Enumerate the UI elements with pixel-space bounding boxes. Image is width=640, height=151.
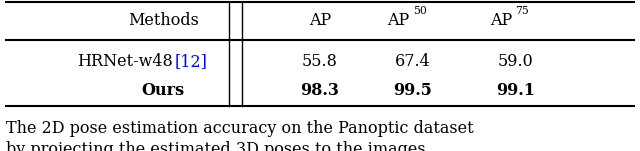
Text: AP: AP	[490, 12, 512, 29]
Text: Methods: Methods	[128, 12, 198, 29]
Text: 75: 75	[515, 6, 529, 16]
Text: 67.4: 67.4	[395, 53, 431, 70]
Text: 55.8: 55.8	[302, 53, 338, 70]
Text: AP: AP	[387, 12, 410, 29]
Text: 99.1: 99.1	[496, 82, 534, 99]
Text: [12]: [12]	[175, 53, 207, 70]
Text: 99.5: 99.5	[394, 82, 432, 99]
Text: Ours: Ours	[141, 82, 185, 99]
Text: The 2D pose estimation accuracy on the Panoptic dataset: The 2D pose estimation accuracy on the P…	[6, 120, 474, 137]
Text: AP: AP	[309, 12, 331, 29]
Text: by projecting the estimated 3D poses to the images.: by projecting the estimated 3D poses to …	[6, 141, 431, 151]
Text: 98.3: 98.3	[301, 82, 339, 99]
Text: 59.0: 59.0	[497, 53, 533, 70]
Text: 50: 50	[413, 6, 427, 16]
Text: HRNet-w48: HRNet-w48	[77, 53, 173, 70]
